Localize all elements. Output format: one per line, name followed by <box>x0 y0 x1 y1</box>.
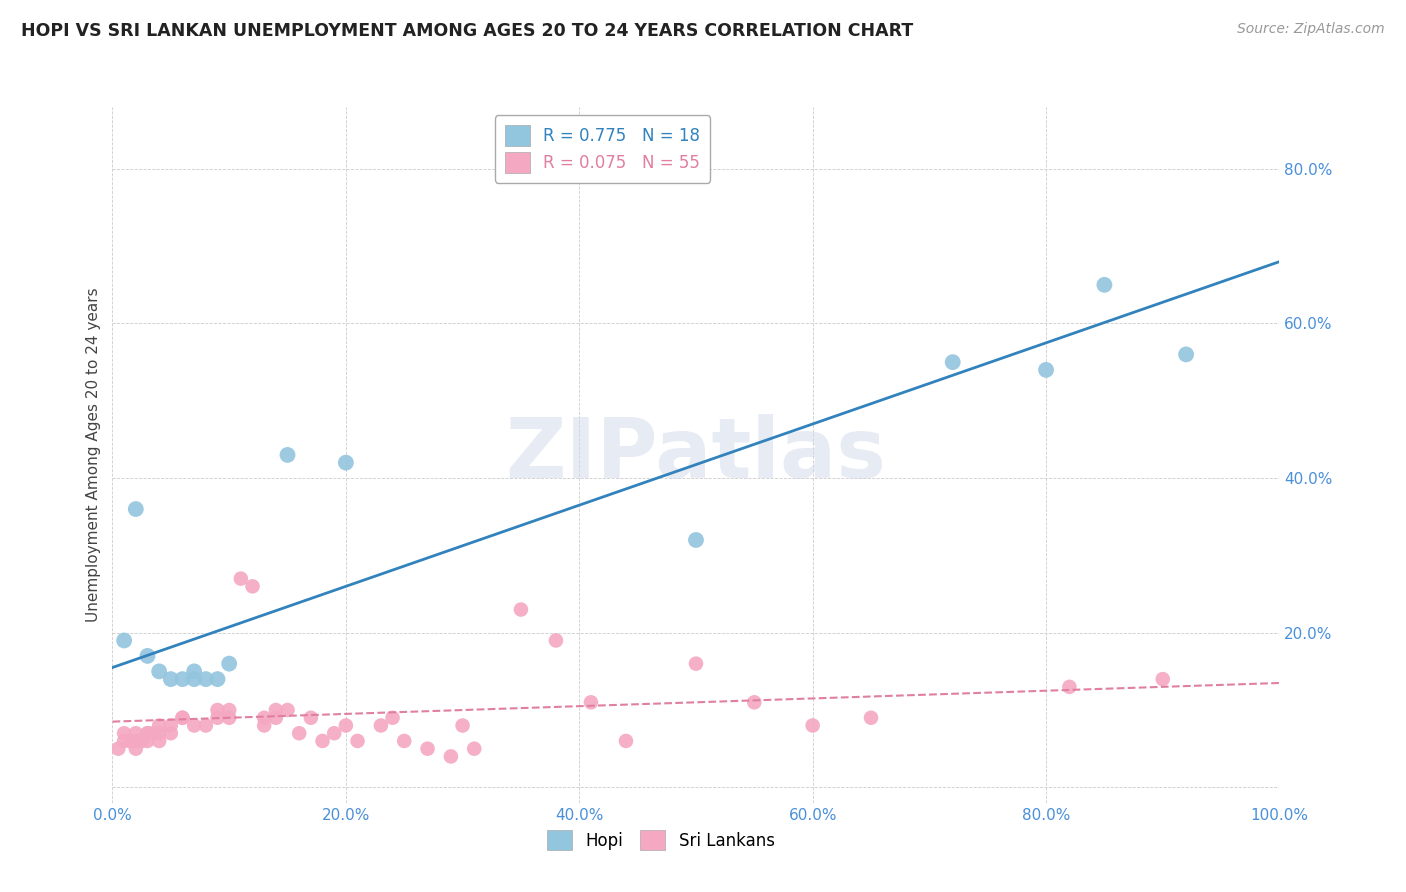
Point <box>142 726 165 740</box>
Point <box>194 718 217 732</box>
Point <box>1175 347 1198 361</box>
Point <box>346 734 368 748</box>
Point <box>125 502 148 516</box>
Point <box>440 749 463 764</box>
Point <box>125 734 148 748</box>
Point <box>160 726 183 740</box>
Point <box>112 734 135 748</box>
Point <box>218 657 240 671</box>
Point <box>118 734 141 748</box>
Point <box>451 718 474 732</box>
Point <box>299 711 322 725</box>
Point <box>160 718 183 732</box>
Point <box>207 711 229 725</box>
Point <box>544 633 567 648</box>
Point <box>125 741 148 756</box>
Point <box>370 718 392 732</box>
Point <box>1094 277 1116 292</box>
Point <box>253 718 276 732</box>
Point <box>335 718 357 732</box>
Point <box>183 665 205 679</box>
Point <box>172 672 194 686</box>
Point <box>207 672 229 686</box>
Point <box>685 657 707 671</box>
Point <box>394 734 416 748</box>
Point <box>136 734 159 748</box>
Text: Source: ZipAtlas.com: Source: ZipAtlas.com <box>1237 22 1385 37</box>
Point <box>160 672 183 686</box>
Legend: Hopi, Sri Lankans: Hopi, Sri Lankans <box>541 823 782 857</box>
Point <box>276 448 298 462</box>
Point <box>148 734 170 748</box>
Point <box>172 711 194 725</box>
Point <box>131 734 153 748</box>
Point <box>744 695 766 709</box>
Point <box>1035 363 1057 377</box>
Point <box>264 703 287 717</box>
Point <box>229 572 252 586</box>
Point <box>148 718 170 732</box>
Point <box>509 602 531 616</box>
Point <box>194 672 217 686</box>
Point <box>288 726 311 740</box>
Point <box>614 734 637 748</box>
Point <box>218 703 240 717</box>
Text: ZIPatlas: ZIPatlas <box>506 415 886 495</box>
Text: HOPI VS SRI LANKAN UNEMPLOYMENT AMONG AGES 20 TO 24 YEARS CORRELATION CHART: HOPI VS SRI LANKAN UNEMPLOYMENT AMONG AG… <box>21 22 914 40</box>
Point <box>112 633 135 648</box>
Point <box>218 711 240 725</box>
Point <box>207 703 229 717</box>
Point <box>183 718 205 732</box>
Point <box>1059 680 1081 694</box>
Point <box>136 726 159 740</box>
Point <box>276 703 298 717</box>
Point <box>242 579 264 593</box>
Point <box>136 726 159 740</box>
Point <box>136 648 159 663</box>
Point <box>148 726 170 740</box>
Point <box>311 734 333 748</box>
Point <box>685 533 707 547</box>
Point <box>416 741 439 756</box>
Point <box>335 456 357 470</box>
Point <box>172 711 194 725</box>
Point <box>264 711 287 725</box>
Point <box>579 695 602 709</box>
Point <box>148 665 170 679</box>
Point <box>112 726 135 740</box>
Point <box>107 741 129 756</box>
Point <box>942 355 965 369</box>
Point <box>860 711 883 725</box>
Point <box>253 711 276 725</box>
Point <box>381 711 404 725</box>
Y-axis label: Unemployment Among Ages 20 to 24 years: Unemployment Among Ages 20 to 24 years <box>86 287 101 623</box>
Point <box>323 726 346 740</box>
Point <box>125 726 148 740</box>
Point <box>183 672 205 686</box>
Point <box>801 718 824 732</box>
Point <box>463 741 485 756</box>
Point <box>1152 672 1174 686</box>
